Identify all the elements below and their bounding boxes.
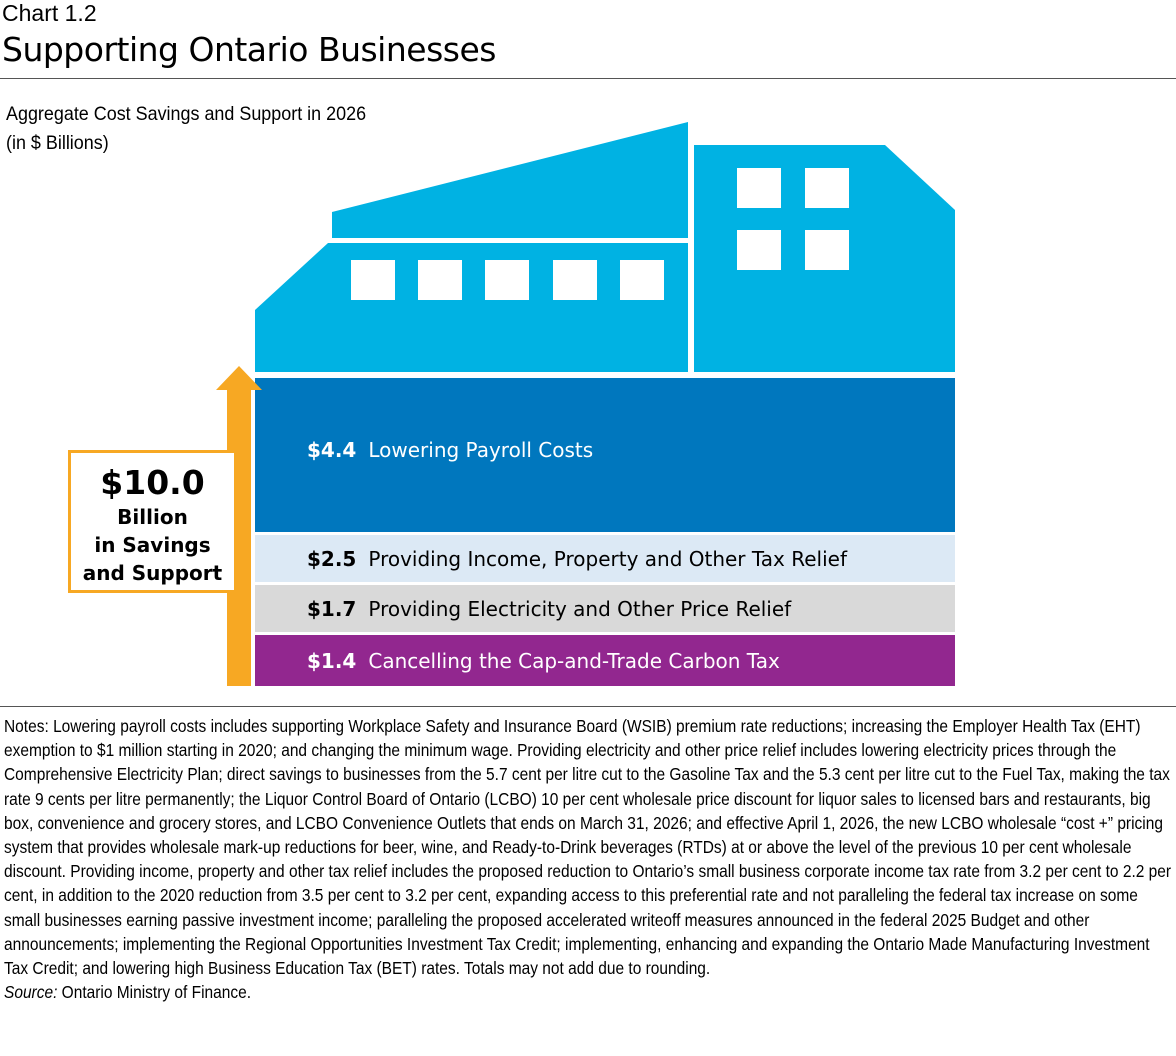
window (418, 260, 462, 300)
bar-value-label: $4.4 (307, 438, 357, 462)
window (620, 260, 664, 300)
bar-category-label: Providing Electricity and Other Price Re… (368, 596, 792, 621)
notes-text: Notes: Lowering payroll costs includes s… (4, 716, 1172, 979)
bar-label: $1.4 Cancelling the Cap-and-Trade Carbon … (255, 635, 955, 686)
bar-label: $1.7 Providing Electricity and Other Pric… (255, 585, 955, 632)
bar-segment (255, 535, 955, 582)
subtitle-title: Aggregate Cost Savings and Support in 20… (6, 103, 367, 125)
bar-label: $2.5 Providing Income, Property and Other… (255, 535, 955, 582)
window (805, 168, 849, 208)
building-graphic (216, 122, 955, 686)
window (553, 260, 597, 300)
window (805, 230, 849, 270)
building-windows (351, 168, 849, 300)
bar-segment (255, 378, 955, 532)
window (737, 230, 781, 270)
window (351, 260, 395, 300)
window (485, 260, 529, 300)
source-text: Ontario Ministry of Finance. (57, 982, 252, 1003)
title-divider (0, 78, 1176, 79)
subtitle-unit: (in $ Billions) (6, 132, 109, 154)
bar-value-label: $1.7 (307, 596, 357, 621)
bar-category-label: Cancelling the Cap-and-Trade Carbon Tax (368, 648, 780, 673)
chart-number: Chart 1.2 (2, 0, 97, 26)
bar-value-label: $2.5 (307, 546, 357, 571)
total-value: $10.0 (100, 463, 205, 502)
chart-subtitle: Aggregate Cost Savings and Support in 20… (6, 100, 366, 158)
stacked-bars (255, 378, 955, 686)
notes-divider (0, 706, 1176, 707)
window (737, 168, 781, 208)
chart-title: Supporting Ontario Businesses (2, 30, 496, 69)
bar-label: $4.4 Lowering Payroll Costs (255, 378, 955, 522)
total-line: in Savings (94, 533, 211, 557)
source-label: Source: (4, 982, 58, 1003)
chart-notes: Notes: Lowering payroll costs includes s… (4, 714, 1172, 1004)
arrow-head (216, 366, 262, 390)
building-illustration (255, 122, 955, 372)
building-roof-block (332, 122, 688, 238)
bar-category-label: Providing Income, Property and Other Tax… (368, 546, 848, 571)
source-line: Source: Ontario Ministry of Finance. (4, 980, 1172, 1004)
total-callout-box: $10.0 Billion in Savings and Support (68, 450, 237, 593)
bar-segment (255, 635, 955, 686)
bar-value-label: $1.4 (307, 648, 357, 673)
total-line: Billion (117, 505, 188, 529)
bar-category-label: Lowering Payroll Costs (368, 438, 594, 462)
total-line: and Support (82, 561, 223, 585)
bar-segment (255, 585, 955, 632)
